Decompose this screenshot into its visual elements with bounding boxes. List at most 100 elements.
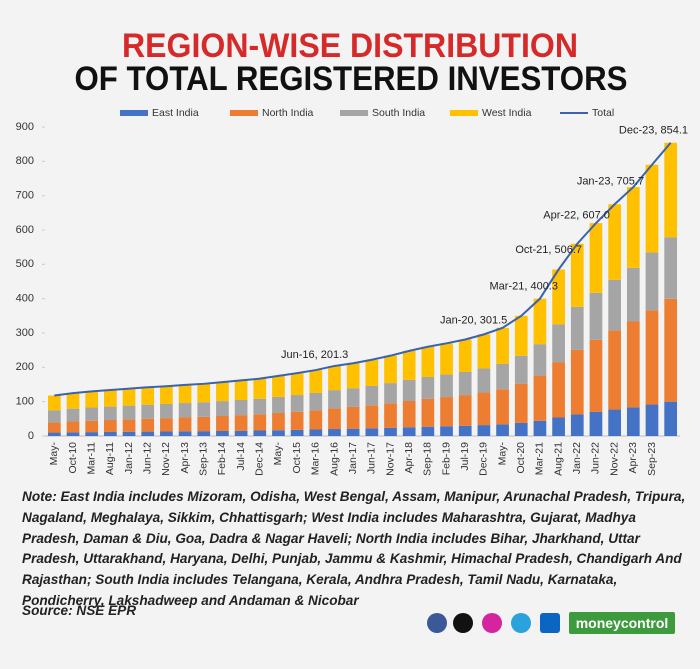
x-tick-label: May- (272, 442, 284, 466)
linkedin-icon[interactable] (540, 613, 560, 633)
x-tick-label: Jul-19 (459, 442, 471, 471)
brand-logo[interactable]: moneycontrol (569, 612, 675, 634)
source: Source: NSE EPR (22, 603, 137, 618)
bar-segment (440, 374, 453, 398)
bar-segment (47, 395, 61, 411)
bar-segment (160, 386, 173, 405)
bar-segment (477, 334, 491, 369)
x-tick-label: Dec-14 (254, 442, 266, 476)
bar-segment (626, 321, 640, 408)
bar-segment (645, 252, 659, 311)
bar-segment (664, 142, 678, 238)
facebook-icon[interactable] (427, 613, 447, 633)
bar-segment (496, 424, 509, 436)
bar-segment (47, 422, 61, 433)
bar-segment (66, 393, 80, 409)
x-tick-label: Apr-13 (179, 442, 191, 474)
bar-segment (458, 371, 472, 396)
bar-segment (514, 422, 528, 436)
bar-segment (402, 350, 416, 380)
annotation: Apr-22, 607.0 (543, 210, 610, 222)
note: Note: East India includes Mizoram, Odish… (22, 489, 686, 608)
x-tick-label: Aug-11 (104, 442, 116, 475)
bar-segment (197, 402, 211, 417)
telegram-icon[interactable] (511, 613, 531, 633)
x-tick-label: Jun-22 (590, 442, 602, 474)
bar-segment (272, 375, 285, 397)
bar-segment (328, 408, 341, 430)
bar-segment (122, 419, 136, 432)
bar-segment (346, 388, 360, 407)
bar-segment (197, 416, 211, 432)
x-tick-label: Oct-20 (515, 442, 527, 474)
bar-segment (421, 346, 435, 378)
x-tick-label: Feb-19 (440, 442, 452, 475)
bar-segment (608, 279, 621, 331)
bar-segment (346, 406, 360, 429)
bar-segment (216, 382, 229, 402)
y-tick-label: 400 (16, 293, 34, 305)
bar-segment (178, 417, 192, 432)
y-tick-label: 700 (16, 190, 34, 202)
bar-segment (272, 412, 285, 431)
bar-segment (608, 409, 621, 436)
bar-segment (458, 339, 472, 372)
bar-segment (85, 391, 99, 408)
bar-segment (253, 398, 267, 415)
bar-segment (47, 432, 61, 436)
bar-segment (272, 430, 285, 436)
legend-label: North India (262, 107, 314, 119)
bar-segment (421, 426, 435, 436)
bar-segment (477, 392, 491, 426)
x-tick-label: Jan-22 (571, 442, 583, 474)
bar-segment (552, 269, 565, 325)
bar-segment (365, 405, 379, 429)
x-tick-label: Mar-16 (310, 442, 322, 475)
bar-segment (141, 387, 155, 405)
bar-segment (477, 425, 491, 436)
x-tick-label: Jun-12 (142, 442, 154, 474)
bar-segment (645, 310, 659, 405)
bar-segment (552, 324, 565, 363)
legend-swatch (450, 110, 478, 116)
bar-segment (514, 355, 528, 384)
bar-segment (85, 420, 99, 433)
x-tick-label: Mar-21 (534, 442, 546, 475)
x-tick-label: Sep-18 (422, 442, 434, 476)
bar-segment (402, 379, 416, 401)
bar-segment (141, 404, 155, 419)
bar-segment (216, 401, 229, 416)
chart-subtitle: OF TOTAL REGISTERED INVESTORS (75, 60, 628, 98)
bar-segment (365, 385, 379, 406)
x-tick-label: May- (48, 442, 60, 466)
x-tick-label: Jan-17 (347, 442, 359, 474)
bar-segment (552, 362, 565, 418)
bar-segment (328, 365, 341, 391)
bar-segment (234, 430, 248, 436)
x-icon[interactable] (453, 613, 473, 633)
x-tick-label: Nov-22 (608, 442, 620, 476)
bar-segment (309, 392, 323, 411)
bar-segment (533, 344, 547, 376)
bar-segment (589, 292, 603, 340)
bar-segment (533, 298, 547, 345)
bar-segment (458, 395, 472, 426)
bar-segment (570, 243, 584, 307)
bar-segment (234, 380, 248, 400)
bar-segment (66, 432, 80, 436)
bar-segment (645, 164, 659, 253)
bar-segment (608, 204, 621, 280)
bar-segment (85, 432, 99, 436)
bar-segment (216, 415, 229, 431)
bar-segment (496, 389, 509, 425)
instagram-icon[interactable] (482, 613, 502, 633)
x-tick-label: Nov-17 (384, 442, 396, 476)
bar-segment (328, 390, 341, 409)
x-tick-label: Apr-18 (403, 442, 415, 474)
bar-segment (104, 420, 117, 432)
x-tick-label: Apr-23 (627, 442, 639, 474)
legend-swatch (120, 110, 148, 116)
legend-label: West India (482, 107, 532, 119)
